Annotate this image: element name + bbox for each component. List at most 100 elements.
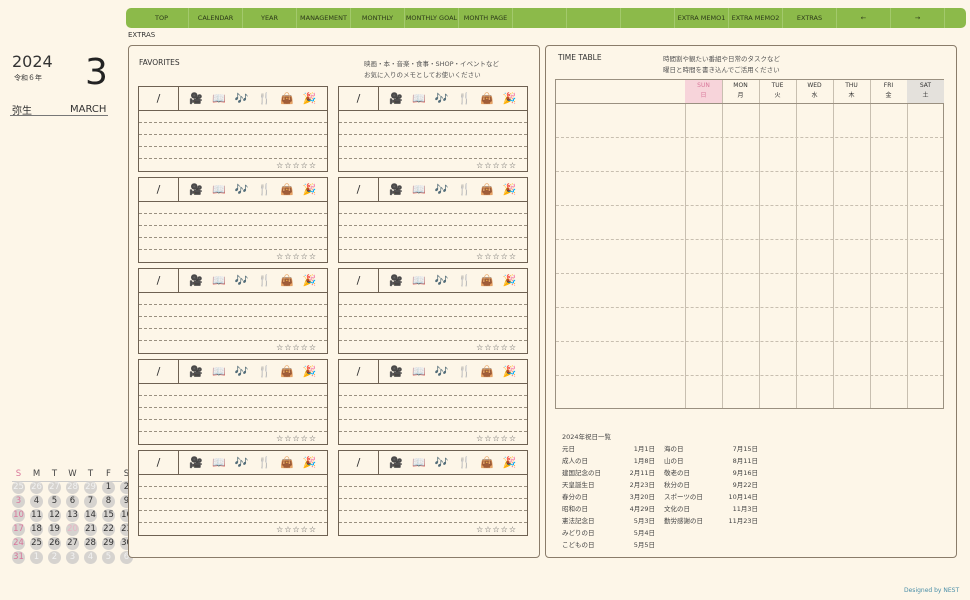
memo-line[interactable]: [139, 384, 327, 396]
date-field[interactable]: /: [339, 360, 379, 383]
memo-line[interactable]: [339, 317, 527, 329]
memo-line[interactable]: [139, 147, 327, 159]
star-rating[interactable]: ☆☆☆☆☆: [276, 161, 317, 170]
party-icon[interactable]: 🎉: [302, 456, 317, 469]
memo-line[interactable]: [139, 420, 327, 432]
fork-knife-icon[interactable]: 🍴: [457, 92, 472, 105]
calendar-day[interactable]: 27: [48, 481, 61, 494]
music-icon[interactable]: 🎶: [434, 92, 449, 105]
star-rating[interactable]: ☆☆☆☆☆: [276, 343, 317, 352]
calendar-day[interactable]: 29: [84, 481, 97, 494]
calendar-day[interactable]: 15: [102, 509, 115, 522]
time-row[interactable]: [556, 375, 943, 376]
calendar-day[interactable]: 25: [30, 537, 43, 550]
handbag-icon[interactable]: 👜: [480, 183, 494, 196]
calendar-day[interactable]: 20: [66, 523, 79, 536]
music-icon[interactable]: 🎶: [434, 274, 449, 287]
memo-line[interactable]: [139, 202, 327, 214]
party-icon[interactable]: 🎉: [302, 365, 317, 378]
fork-knife-icon[interactable]: 🍴: [457, 183, 472, 196]
nav-item[interactable]: MONTHLY GOAL: [405, 8, 459, 28]
movie-camera-icon[interactable]: 🎥: [189, 274, 204, 287]
calendar-day[interactable]: 26: [30, 481, 43, 494]
book-icon[interactable]: 📖: [412, 456, 426, 469]
handbag-icon[interactable]: 👜: [280, 365, 294, 378]
star-rating[interactable]: ☆☆☆☆☆: [276, 252, 317, 261]
music-icon[interactable]: 🎶: [434, 183, 449, 196]
party-icon[interactable]: 🎉: [502, 365, 517, 378]
time-row[interactable]: [556, 307, 943, 308]
memo-line[interactable]: [339, 135, 527, 147]
calendar-day[interactable]: 1: [30, 551, 43, 564]
nav-item[interactable]: MONTH PAGE: [459, 8, 513, 28]
star-rating[interactable]: ☆☆☆☆☆: [476, 343, 517, 352]
handbag-icon[interactable]: 👜: [280, 274, 294, 287]
party-icon[interactable]: 🎉: [502, 456, 517, 469]
memo-line[interactable]: [339, 487, 527, 499]
calendar-day[interactable]: 22: [102, 523, 115, 536]
book-icon[interactable]: 📖: [412, 274, 426, 287]
calendar-day[interactable]: 6: [66, 495, 79, 508]
movie-camera-icon[interactable]: 🎥: [389, 92, 404, 105]
calendar-day[interactable]: 12: [48, 509, 61, 522]
party-icon[interactable]: 🎉: [502, 274, 517, 287]
nav-item[interactable]: MANAGEMENT: [297, 8, 351, 28]
nav-item[interactable]: CALENDAR: [189, 8, 243, 28]
memo-line[interactable]: [339, 202, 527, 214]
nav-item[interactable]: EXTRA MEMO1: [675, 8, 729, 28]
calendar-day[interactable]: 10: [12, 509, 25, 522]
time-row[interactable]: [556, 341, 943, 342]
music-icon[interactable]: 🎶: [234, 456, 249, 469]
fork-knife-icon[interactable]: 🍴: [257, 365, 272, 378]
handbag-icon[interactable]: 👜: [480, 365, 494, 378]
book-icon[interactable]: 📖: [212, 365, 226, 378]
memo-line[interactable]: [339, 475, 527, 487]
calendar-day[interactable]: 24: [12, 537, 25, 550]
nav-item[interactable]: YEAR: [243, 8, 297, 28]
calendar-day[interactable]: 18: [30, 523, 43, 536]
fork-knife-icon[interactable]: 🍴: [257, 274, 272, 287]
date-field[interactable]: /: [139, 178, 179, 201]
movie-camera-icon[interactable]: 🎥: [389, 274, 404, 287]
handbag-icon[interactable]: 👜: [480, 92, 494, 105]
memo-line[interactable]: [339, 420, 527, 432]
book-icon[interactable]: 📖: [412, 183, 426, 196]
star-rating[interactable]: ☆☆☆☆☆: [476, 525, 517, 534]
memo-line[interactable]: [139, 475, 327, 487]
fork-knife-icon[interactable]: 🍴: [457, 456, 472, 469]
date-field[interactable]: /: [139, 87, 179, 110]
nav-item[interactable]: ←: [837, 8, 891, 28]
memo-line[interactable]: [139, 238, 327, 250]
handbag-icon[interactable]: 👜: [280, 92, 294, 105]
book-icon[interactable]: 📖: [212, 183, 226, 196]
nav-item[interactable]: TOP: [135, 8, 189, 28]
calendar-day[interactable]: 4: [84, 551, 97, 564]
memo-line[interactable]: [139, 317, 327, 329]
calendar-day[interactable]: 25: [12, 481, 25, 494]
calendar-day[interactable]: 2: [48, 551, 61, 564]
memo-line[interactable]: [139, 487, 327, 499]
music-icon[interactable]: 🎶: [234, 183, 249, 196]
calendar-day[interactable]: 26: [48, 537, 61, 550]
music-icon[interactable]: 🎶: [434, 365, 449, 378]
memo-line[interactable]: [139, 123, 327, 135]
book-icon[interactable]: 📖: [412, 365, 426, 378]
date-field[interactable]: /: [339, 451, 379, 474]
nav-item[interactable]: MONTHLY: [351, 8, 405, 28]
memo-line[interactable]: [339, 214, 527, 226]
memo-line[interactable]: [339, 329, 527, 341]
handbag-icon[interactable]: 👜: [280, 456, 294, 469]
calendar-day[interactable]: 1: [102, 481, 115, 494]
fork-knife-icon[interactable]: 🍴: [257, 456, 272, 469]
calendar-day[interactable]: 31: [12, 551, 25, 564]
party-icon[interactable]: 🎉: [502, 183, 517, 196]
date-field[interactable]: /: [139, 269, 179, 292]
calendar-day[interactable]: 11: [30, 509, 43, 522]
handbag-icon[interactable]: 👜: [480, 274, 494, 287]
date-field[interactable]: /: [339, 87, 379, 110]
movie-camera-icon[interactable]: 🎥: [389, 183, 404, 196]
music-icon[interactable]: 🎶: [234, 92, 249, 105]
music-icon[interactable]: 🎶: [234, 365, 249, 378]
music-icon[interactable]: 🎶: [434, 456, 449, 469]
time-row[interactable]: [556, 171, 943, 172]
